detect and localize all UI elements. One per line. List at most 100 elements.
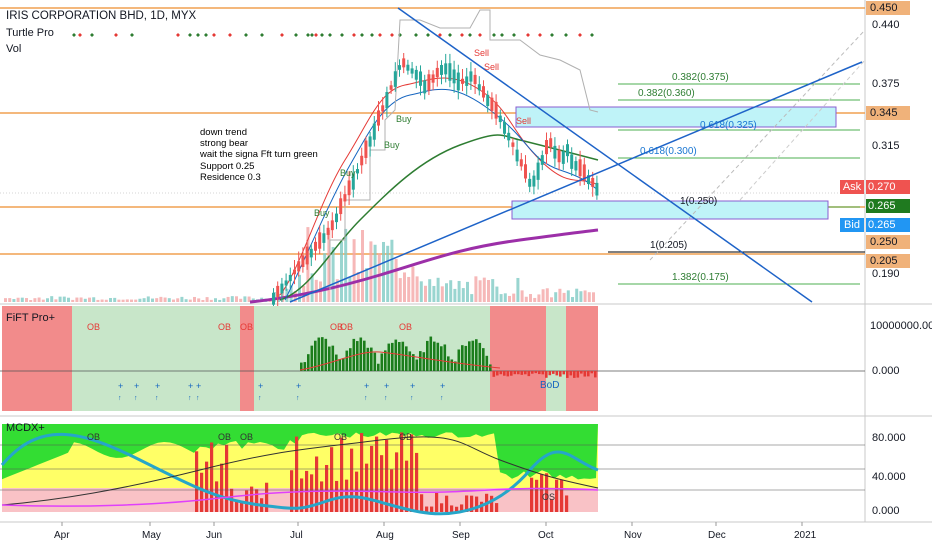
- fift-bar: [478, 342, 482, 371]
- volume-bar: [8, 298, 12, 302]
- fift-bar: [426, 340, 429, 371]
- fift-bar: [527, 371, 531, 377]
- turtle-dot: [228, 33, 232, 37]
- turtle-dot: [176, 33, 180, 37]
- candle-body: [490, 97, 494, 111]
- fift-bar: [398, 342, 401, 371]
- mcdx-red-bar: [425, 506, 429, 512]
- mcdx-red-bar: [240, 501, 244, 512]
- support-zone-box[interactable]: [511, 200, 829, 220]
- volume-bar: [226, 296, 230, 302]
- turtle-dot: [492, 33, 496, 37]
- resistance-zone-box[interactable]: [515, 106, 837, 128]
- mcdx-red-bar: [395, 452, 399, 512]
- note-line-4: Support 0.25: [200, 160, 255, 172]
- mcdx-red-bar: [400, 432, 404, 512]
- fift-bar: [520, 371, 524, 375]
- mcdx-red-bar: [210, 442, 214, 512]
- mcdx-black-line: [1, 436, 599, 506]
- volume-bar: [54, 299, 58, 302]
- price-tick-0440: 0.440: [872, 19, 900, 31]
- bid-price: 0.265: [866, 218, 910, 232]
- indicator-vol-label[interactable]: Vol: [6, 43, 22, 55]
- volume-bar: [247, 296, 251, 302]
- mcdx-red-bar: [545, 473, 549, 512]
- volume-bar: [4, 298, 7, 302]
- candle-body: [515, 149, 519, 162]
- volume-bar: [407, 276, 411, 302]
- candle-body: [570, 154, 574, 169]
- turtle-dot: [244, 33, 248, 37]
- fift-bar: [576, 371, 580, 378]
- volume-bar: [466, 281, 469, 302]
- fift-bar: [489, 364, 492, 371]
- fift-bar: [461, 345, 464, 371]
- fift-red-zone-4: [566, 306, 598, 411]
- fift-bar: [352, 338, 356, 371]
- fift-bar: [429, 336, 433, 371]
- turtle-dot: [478, 33, 482, 37]
- candle-body: [435, 67, 439, 78]
- fift-red-zone-3: [490, 306, 546, 411]
- mcdx-red-bar: [295, 436, 299, 512]
- fift-bar: [499, 371, 503, 375]
- volume-bar: [340, 241, 343, 302]
- mcdx-ob-4: OB: [334, 432, 348, 442]
- sell-label-3: Sell: [516, 116, 532, 126]
- volume-bar: [335, 279, 339, 302]
- fift-green-zone-1: [72, 306, 240, 411]
- volume-bar: [159, 296, 163, 302]
- price-candles[interactable]: [272, 52, 599, 311]
- volume-bar: [415, 276, 419, 302]
- mcdx-red-bar: [440, 503, 444, 512]
- volume-bar: [369, 241, 373, 302]
- mcdx-red-bar: [370, 445, 374, 512]
- fift-bar: [447, 356, 450, 371]
- candle-body: [414, 69, 418, 80]
- uptrend-line[interactable]: [289, 61, 863, 303]
- sell-label-1: Sell: [474, 48, 490, 58]
- candle-body: [477, 84, 481, 91]
- volume-bar: [566, 290, 570, 302]
- ask-label: Ask: [840, 180, 864, 194]
- volume-bar: [516, 277, 520, 302]
- fift-bar: [373, 352, 377, 371]
- fib-label-5: 1(0.250): [680, 196, 718, 207]
- fift-ob-1: OB: [87, 322, 101, 332]
- turtle-dot: [90, 33, 94, 37]
- mcdx-red-bar: [530, 477, 534, 512]
- fift-title[interactable]: FiFT Pro+: [6, 312, 56, 324]
- candle-body: [498, 115, 502, 123]
- fift-arrow: ↑: [118, 395, 122, 402]
- turtle-dot: [306, 33, 310, 37]
- indicator-turtle-label[interactable]: Turtle Pro: [6, 27, 54, 39]
- mcdx-title[interactable]: MCDX+: [6, 422, 45, 434]
- fift-bar: [342, 358, 345, 371]
- candle-body: [398, 65, 401, 70]
- volume-bar: [382, 241, 385, 302]
- candle-body: [465, 76, 469, 86]
- candle-body: [549, 138, 553, 148]
- turtle-dot: [526, 33, 530, 37]
- mcdx-red-bar: [265, 482, 269, 512]
- mcdx-tick-0: 0.000: [872, 505, 900, 517]
- price-tag-0205: 0.205: [866, 254, 910, 268]
- fift-arrow: ↑: [134, 395, 138, 402]
- candle-body: [519, 159, 523, 167]
- candle-body: [427, 74, 431, 91]
- fift-bar: [405, 346, 408, 371]
- mcdx-red-bar: [465, 495, 469, 512]
- candle-body: [431, 74, 435, 83]
- ask-price: 0.270: [866, 180, 910, 194]
- ma50-line: [279, 134, 599, 301]
- volume-bar: [117, 299, 121, 302]
- downtrend-line[interactable]: [397, 7, 813, 303]
- volume-bar: [142, 298, 146, 302]
- time-axis-ticks: [61, 522, 803, 526]
- candle-body: [364, 140, 368, 158]
- fift-arrow: ↑: [196, 395, 200, 402]
- volume-bar: [104, 299, 108, 302]
- fib-label-2: 0.382(0.360): [638, 88, 695, 99]
